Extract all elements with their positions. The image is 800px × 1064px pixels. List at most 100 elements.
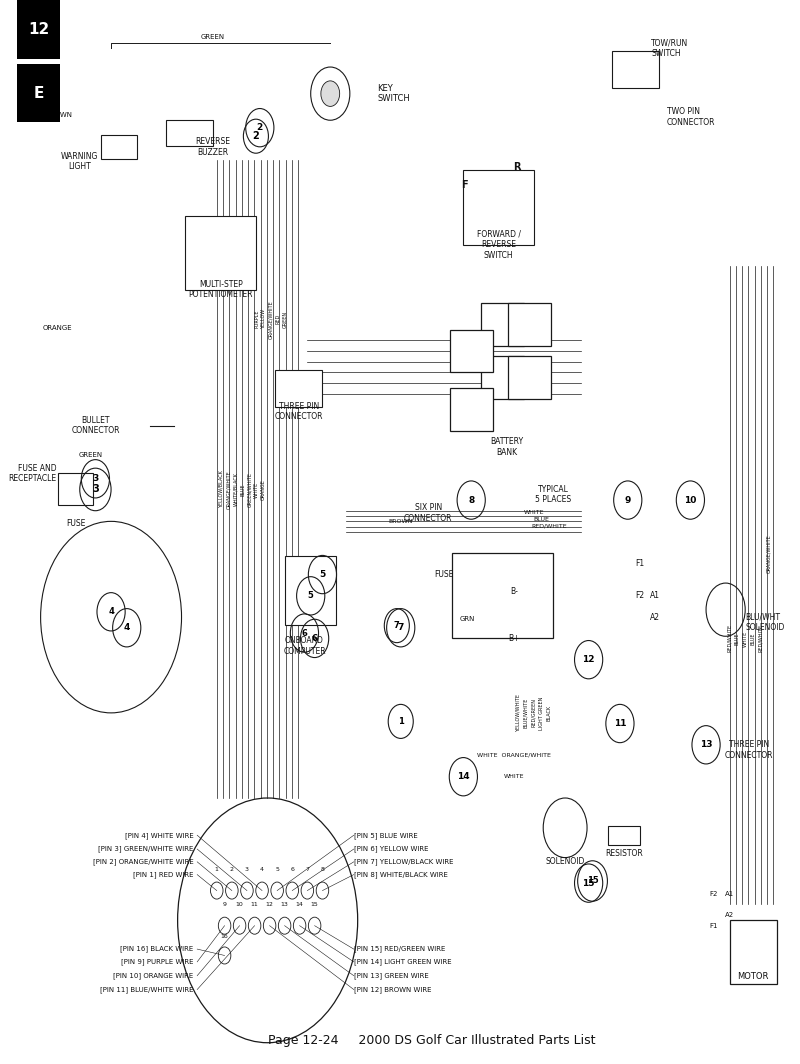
Text: FUSE: FUSE xyxy=(434,570,454,579)
Text: MOTOR: MOTOR xyxy=(738,972,769,981)
Text: RED: RED xyxy=(275,314,280,325)
Text: A1: A1 xyxy=(650,592,660,600)
FancyBboxPatch shape xyxy=(275,369,322,406)
Text: [PIN 12] BROWN WIRE: [PIN 12] BROWN WIRE xyxy=(354,986,431,993)
Text: 12: 12 xyxy=(28,21,50,37)
Text: 10: 10 xyxy=(684,496,697,504)
Text: [PIN 14] LIGHT GREEN WIRE: [PIN 14] LIGHT GREEN WIRE xyxy=(354,959,451,965)
Text: 3: 3 xyxy=(92,475,98,483)
Text: FUSE AND
RECEPTACLE: FUSE AND RECEPTACLE xyxy=(8,464,56,483)
Text: YELLOW: YELLOW xyxy=(262,310,266,329)
FancyBboxPatch shape xyxy=(481,356,524,399)
FancyBboxPatch shape xyxy=(450,330,493,372)
Text: 13: 13 xyxy=(700,741,712,749)
Text: [PIN 8] WHITE/BLACK WIRE: [PIN 8] WHITE/BLACK WIRE xyxy=(354,871,448,878)
Text: MULTI-STEP
POTENTIOMETER: MULTI-STEP POTENTIOMETER xyxy=(189,280,253,299)
Circle shape xyxy=(321,81,340,106)
FancyBboxPatch shape xyxy=(286,555,336,626)
Text: ORANGE/WHITE: ORANGE/WHITE xyxy=(226,470,231,509)
Text: 14: 14 xyxy=(296,902,303,907)
Text: GRN: GRN xyxy=(459,616,475,622)
Text: RED/WHITE: RED/WHITE xyxy=(758,625,763,652)
FancyBboxPatch shape xyxy=(452,553,554,638)
Text: 7: 7 xyxy=(394,621,400,630)
FancyBboxPatch shape xyxy=(612,50,659,87)
Text: TYPICAL
5 PLACES: TYPICAL 5 PLACES xyxy=(535,485,571,504)
FancyBboxPatch shape xyxy=(508,303,551,346)
Text: RESISTOR: RESISTOR xyxy=(605,849,642,858)
Text: F1: F1 xyxy=(710,922,718,929)
Text: BLUE: BLUE xyxy=(534,517,550,521)
Text: 12: 12 xyxy=(582,655,595,664)
FancyBboxPatch shape xyxy=(17,64,60,122)
Text: [PIN 11] BLUE/WHITE WIRE: [PIN 11] BLUE/WHITE WIRE xyxy=(100,986,194,993)
Text: WARNING
LIGHT: WARNING LIGHT xyxy=(61,152,98,171)
Text: 3: 3 xyxy=(245,867,249,871)
Text: 12: 12 xyxy=(266,902,274,907)
Text: 14: 14 xyxy=(457,772,470,781)
Text: 4: 4 xyxy=(260,867,264,871)
Text: RED/GREEN: RED/GREEN xyxy=(531,698,536,728)
Text: F1: F1 xyxy=(635,560,644,568)
Text: KEY
SWITCH: KEY SWITCH xyxy=(378,84,410,103)
Text: [PIN 4] WHITE WIRE: [PIN 4] WHITE WIRE xyxy=(125,832,194,838)
Text: 10: 10 xyxy=(236,902,243,907)
Text: 11: 11 xyxy=(250,902,258,907)
Text: WHITE: WHITE xyxy=(504,775,525,779)
Text: FORWARD /
REVERSE
SWITCH: FORWARD / REVERSE SWITCH xyxy=(477,230,521,260)
Text: 2: 2 xyxy=(253,131,259,142)
Text: WHITE: WHITE xyxy=(742,630,748,647)
Text: 5: 5 xyxy=(319,570,326,579)
Text: 15: 15 xyxy=(586,877,598,885)
Text: Page 12-24     2000 DS Golf Car Illustrated Parts List: Page 12-24 2000 DS Golf Car Illustrated … xyxy=(268,1034,595,1047)
Text: LIGHT GREEN: LIGHT GREEN xyxy=(539,696,544,730)
FancyBboxPatch shape xyxy=(17,0,60,59)
FancyBboxPatch shape xyxy=(166,119,213,146)
Text: 16: 16 xyxy=(221,934,229,938)
Text: [PIN 5] BLUE WIRE: [PIN 5] BLUE WIRE xyxy=(354,832,418,838)
Text: 2: 2 xyxy=(257,123,263,132)
Text: E: E xyxy=(34,85,44,101)
Text: GREEN: GREEN xyxy=(79,452,103,459)
Text: 15: 15 xyxy=(582,879,595,887)
Text: 3: 3 xyxy=(92,484,98,495)
Text: THREE PIN
CONNECTOR: THREE PIN CONNECTOR xyxy=(725,741,774,760)
Text: BLACK: BLACK xyxy=(547,704,552,721)
Text: WHITE: WHITE xyxy=(523,511,544,515)
Text: BLUE: BLUE xyxy=(240,483,245,496)
Text: BLUE: BLUE xyxy=(735,632,740,645)
Text: BROWN: BROWN xyxy=(45,112,72,118)
Text: 8: 8 xyxy=(321,867,324,871)
FancyBboxPatch shape xyxy=(463,170,534,245)
Text: [PIN 3] GREEN/WHITE WIRE: [PIN 3] GREEN/WHITE WIRE xyxy=(98,846,194,852)
Text: 6: 6 xyxy=(311,634,318,643)
Text: B+: B+ xyxy=(509,634,520,643)
Text: 8: 8 xyxy=(468,496,474,504)
Text: 7: 7 xyxy=(398,624,404,632)
Text: ORANGE: ORANGE xyxy=(42,325,72,331)
FancyBboxPatch shape xyxy=(608,826,639,845)
Text: TOW/RUN
SWITCH: TOW/RUN SWITCH xyxy=(651,38,689,57)
Text: BLUE: BLUE xyxy=(750,632,755,645)
FancyBboxPatch shape xyxy=(450,388,493,431)
Text: A1: A1 xyxy=(725,891,734,897)
Text: FUSE: FUSE xyxy=(66,519,86,528)
Text: [PIN 16] BLACK WIRE: [PIN 16] BLACK WIRE xyxy=(120,946,194,952)
Text: R: R xyxy=(513,162,520,172)
Text: WHITE/BLACK: WHITE/BLACK xyxy=(233,472,238,506)
Text: GREEN/WHITE: GREEN/WHITE xyxy=(247,472,252,506)
Text: BLU/WHT
SOLENOID: BLU/WHT SOLENOID xyxy=(745,613,785,632)
Text: PURPLE: PURPLE xyxy=(254,310,259,329)
Text: GREEN: GREEN xyxy=(282,311,287,328)
Text: SIX PIN
CONNECTOR: SIX PIN CONNECTOR xyxy=(404,503,452,522)
Text: BULLET
CONNECTOR: BULLET CONNECTOR xyxy=(71,416,120,435)
Text: RED/WHITE: RED/WHITE xyxy=(532,523,567,528)
Text: GREEN: GREEN xyxy=(201,34,225,40)
Text: [PIN 15] RED/GREEN WIRE: [PIN 15] RED/GREEN WIRE xyxy=(354,946,445,952)
Text: THREE PIN
CONNECTOR: THREE PIN CONNECTOR xyxy=(274,402,323,421)
Text: 6: 6 xyxy=(290,867,294,871)
Text: 2: 2 xyxy=(230,867,234,871)
Text: 15: 15 xyxy=(310,902,318,907)
Text: YELLOW/BLACK: YELLOW/BLACK xyxy=(219,470,224,509)
Text: 1: 1 xyxy=(398,717,404,726)
